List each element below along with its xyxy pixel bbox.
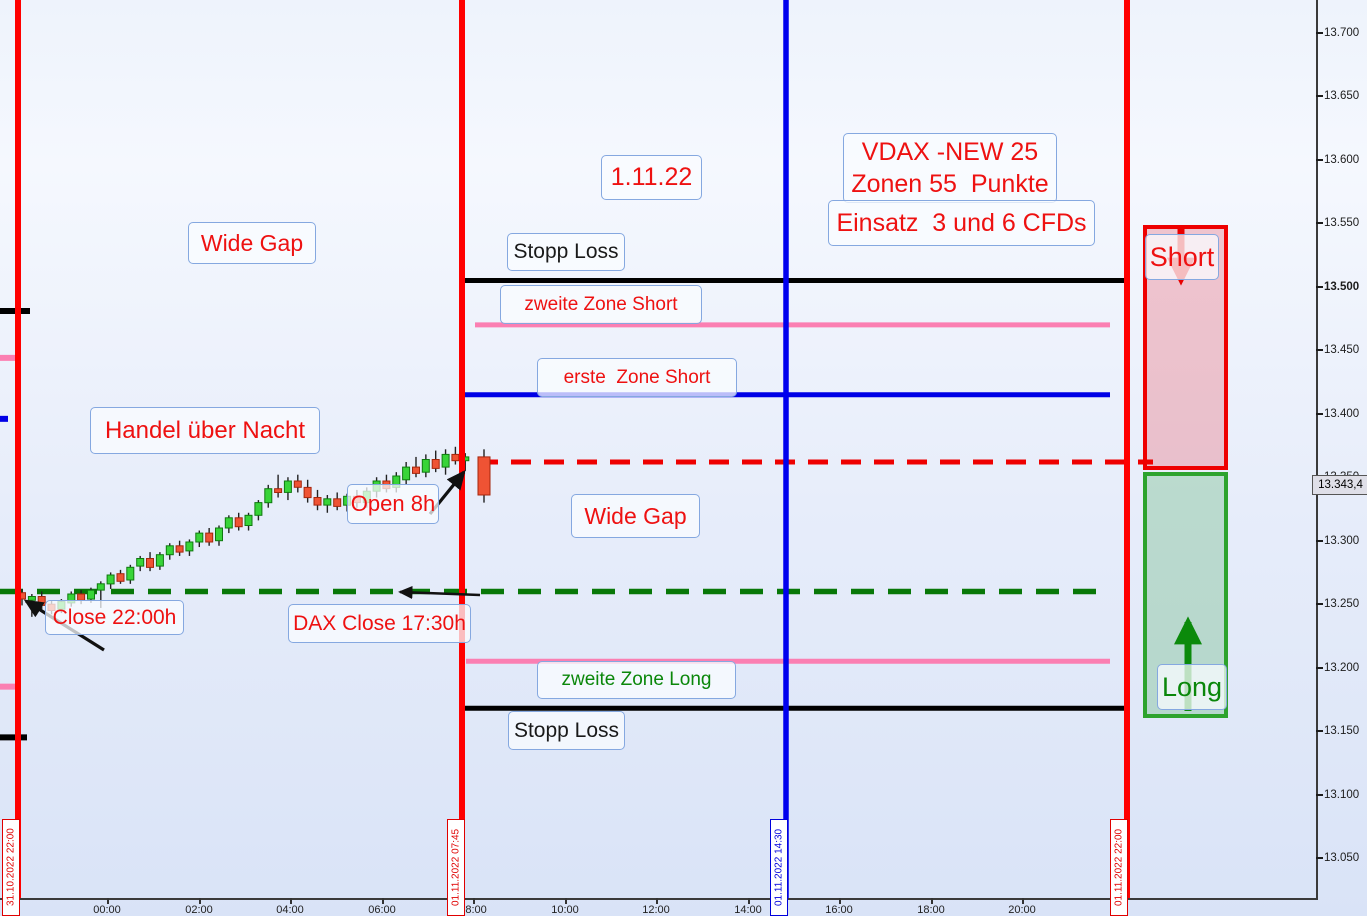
y-axis-tick	[1316, 286, 1323, 288]
annotation-date[interactable]: 1.11.22	[601, 155, 702, 200]
last-price-tag: 13.343,4	[1312, 475, 1367, 495]
y-axis-tick	[1316, 159, 1323, 161]
x-axis-tick	[1022, 898, 1024, 904]
x-axis-tick-label: 12:00	[642, 904, 670, 916]
y-axis-tick	[1316, 857, 1323, 859]
x-axis-tick-label: 20:00	[1008, 904, 1036, 916]
y-axis-tick-label: 13.250	[1324, 598, 1360, 610]
x-axis-tick-label: 08:00	[459, 904, 487, 916]
vline-label-0111-1430: 01.11.2022 14:30	[770, 819, 788, 916]
x-axis-tick	[565, 898, 567, 904]
y-axis-tick	[1316, 794, 1323, 796]
y-axis-tick-label: 13.150	[1324, 725, 1360, 737]
y-axis-tick-label: 13.050	[1324, 852, 1360, 864]
vdax-line2: Zonen 55 Punkte	[851, 170, 1049, 198]
annotation-einsatz-cfds[interactable]: Einsatz 3 und 6 CFDs	[828, 200, 1095, 246]
x-axis-tick-label: 18:00	[917, 904, 945, 916]
x-axis-tick	[748, 898, 750, 904]
y-axis-tick-label: 13.450	[1324, 344, 1360, 356]
x-axis-tick	[839, 898, 841, 904]
annotation-dax-close-1730h[interactable]: DAX Close 17:30h	[288, 604, 471, 643]
y-axis-tick-label: 13.650	[1324, 90, 1360, 102]
vline-label-0111-2200: 01.11.2022 22:00	[1110, 819, 1128, 916]
annotation-erste-zone-short[interactable]: erste Zone Short	[537, 358, 737, 397]
price-axis-line	[1316, 0, 1318, 900]
y-axis-tick	[1316, 349, 1323, 351]
y-axis-tick	[1316, 603, 1323, 605]
y-axis-tick	[1316, 95, 1323, 97]
time-axis-line	[0, 898, 1318, 900]
y-axis-tick	[1316, 667, 1323, 669]
annotation-stopp-loss-long[interactable]: Stopp Loss	[508, 711, 625, 750]
y-axis-tick	[1316, 413, 1323, 415]
y-axis-tick	[1316, 540, 1323, 542]
y-axis-tick	[1316, 730, 1323, 732]
annotation-long[interactable]: Long	[1157, 664, 1227, 710]
annotation-wide-gap-top[interactable]: Wide Gap	[188, 222, 316, 264]
vdax-line1: VDAX -NEW 25	[861, 138, 1039, 166]
y-axis-tick-label: 13.300	[1324, 535, 1360, 547]
y-axis-tick-label: 13.400	[1324, 408, 1360, 420]
annotation-short[interactable]: Short	[1145, 234, 1219, 280]
x-axis-tick	[656, 898, 658, 904]
x-axis-tick	[107, 898, 109, 904]
y-axis-tick-label: 13.700	[1324, 27, 1360, 39]
y-axis-tick-label: 13.550	[1324, 217, 1360, 229]
vline-label-3110-2200: 31.10.2022 22:00	[2, 819, 20, 916]
x-axis-tick	[931, 898, 933, 904]
x-axis-tick-label: 06:00	[368, 904, 396, 916]
annotation-stopp-loss-short[interactable]: Stopp Loss	[507, 233, 625, 271]
annotation-vdax-zones[interactable]: VDAX -NEW 25 Zonen 55 Punkte	[843, 133, 1057, 203]
y-axis-tick	[1316, 222, 1323, 224]
x-axis-tick-label: 14:00	[734, 904, 762, 916]
y-axis-tick	[1316, 32, 1323, 34]
vline-label-0111-0745: 01.11.2022 07:45	[447, 819, 465, 916]
x-axis-tick-label: 16:00	[825, 904, 853, 916]
x-axis-tick	[290, 898, 292, 904]
x-axis-tick-label: 00:00	[93, 904, 121, 916]
x-axis-tick	[199, 898, 201, 904]
annotation-zweite-zone-long[interactable]: zweite Zone Long	[537, 661, 736, 699]
x-axis-tick	[382, 898, 384, 904]
x-axis-tick-label: 02:00	[185, 904, 213, 916]
y-axis-tick-label: 13.100	[1324, 789, 1360, 801]
annotation-wide-gap-mid[interactable]: Wide Gap	[571, 494, 700, 538]
y-axis-tick-label: 13.200	[1324, 662, 1360, 674]
y-axis-tick-label: 13.500	[1324, 281, 1360, 293]
annotation-open-8h[interactable]: Open 8h	[347, 484, 439, 524]
x-axis-tick-label: 10:00	[551, 904, 579, 916]
annotation-close-2200h[interactable]: Close 22:00h	[45, 600, 184, 635]
x-axis-tick	[473, 898, 475, 904]
annotation-zweite-zone-short[interactable]: zweite Zone Short	[500, 285, 702, 324]
annotation-handel-ueber-nacht[interactable]: Handel über Nacht	[90, 407, 320, 454]
x-axis-tick-label: 04:00	[276, 904, 304, 916]
y-axis-tick-label: 13.600	[1324, 154, 1360, 166]
